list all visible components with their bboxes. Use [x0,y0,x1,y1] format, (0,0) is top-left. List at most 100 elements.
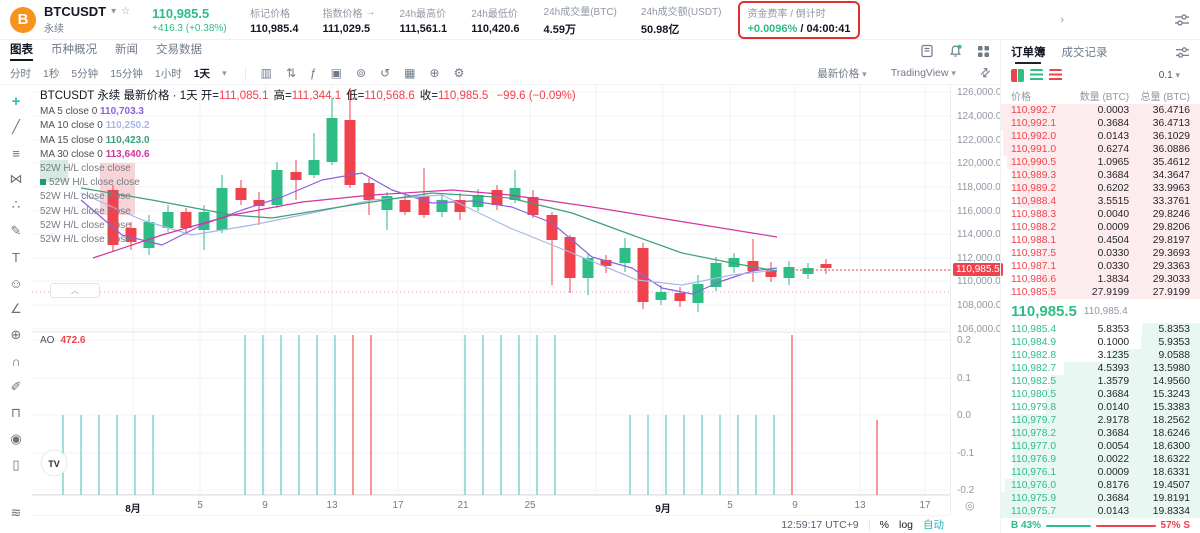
hide-all-icon[interactable]: ◉ [10,431,22,446]
view-asks-icon[interactable] [1049,68,1062,82]
symbol-block[interactable]: BTCUSDT ▾ ☆ 永续 [44,4,130,35]
crosshair-icon[interactable]: + [11,92,21,110]
bid-row[interactable]: 110,979.8 0.0140 15.3383 [1001,401,1200,414]
price-mode-dropdown[interactable]: 最新价格 ▾ [817,67,867,80]
scroll-to-latest-icon[interactable]: ◎ [965,500,975,512]
axis-price-label: 122,000.0 [957,135,1002,146]
clock-readout[interactable]: 12:59:17 UTC+9 [781,518,859,531]
layout-grid-icon[interactable] [977,45,990,58]
row-price: 110,979.8 [1011,402,1057,413]
remove-all-icon[interactable]: ▯ [12,457,20,472]
bid-row[interactable]: 110,975.7 0.0143 19.8334 [1001,505,1200,518]
time-axis[interactable]: 8月 5 9 13 17 21 25 9月 5 9 13 17 [32,495,950,515]
add-icon[interactable]: ⊕ [429,66,440,80]
fullscreen-icon[interactable]: ⇅ [976,64,994,82]
timeframe-5分钟[interactable]: 5分钟 [71,67,99,80]
orderbook-panel-icon[interactable] [920,44,934,58]
orderbook-tab-订单簿[interactable]: 订单簿 [1011,40,1046,64]
tab-图表[interactable]: 图表 [10,41,33,61]
index-arrow-icon[interactable]: → [365,6,376,18]
symbol-dropdown-icon[interactable]: ▾ [111,6,117,17]
view-bids-icon[interactable] [1030,68,1043,82]
chart-canvas[interactable]: TV BTCUSDT 永续 最新价格 · 1天 开=111,085.1 高=111… [32,85,950,495]
price-axis[interactable]: 110,985.5 ◎ 126,000.0 124,000.0 122,000.0 1… [950,85,1003,515]
bid-row[interactable]: 110,985.4 5.8353 5.8353 [1001,323,1200,336]
row-price: 110,991.0 [1011,144,1057,155]
percent-scale-toggle[interactable]: % [879,518,889,531]
bid-row[interactable]: 110,976.0 0.8176 19.4507 [1001,479,1200,492]
forecast-icon[interactable]: ∴ [11,197,21,212]
ask-row[interactable]: 110,988.1 0.4504 29.8197 [1001,234,1200,247]
bid-row[interactable]: 110,978.2 0.3684 18.6246 [1001,427,1200,440]
ask-row[interactable]: 110,987.1 0.0330 29.3363 [1001,260,1200,273]
text-icon[interactable]: T [12,249,20,265]
brush-icon[interactable]: ✎ [10,223,22,238]
bid-row[interactable]: 110,979.7 2.9178 18.2562 [1001,414,1200,427]
ask-row[interactable]: 110,991.0 0.6274 36.0886 [1001,143,1200,156]
zoom-in-icon[interactable]: ⊕ [10,327,22,342]
compare-icon[interactable]: ⇅ [285,66,296,80]
bid-row[interactable]: 110,975.9 0.3684 19.8191 [1001,492,1200,505]
calendar-icon[interactable]: ▦ [404,66,416,80]
bid-row[interactable]: 110,977.0 0.0054 18.6300 [1001,440,1200,453]
view-both-icon[interactable] [1011,68,1024,82]
timeframe-分时[interactable]: 分时 [10,67,31,80]
tab-币种概况[interactable]: 币种概况 [51,44,97,56]
legend-collapse-button[interactable]: ︿ [50,283,100,298]
ask-row[interactable]: 110,990.5 1.0965 35.4612 [1001,156,1200,169]
emoji-icon[interactable]: ☺ [9,275,23,291]
ask-row[interactable]: 110,992.1 0.3684 36.4713 [1001,117,1200,130]
alerts-bell-icon[interactable] [948,44,963,59]
bid-row[interactable]: 110,976.9 0.0022 18.6322 [1001,453,1200,466]
favorite-star-icon[interactable]: ☆ [121,6,131,17]
tab-交易数据[interactable]: 交易数据 [156,44,202,56]
row-quantity: 1.0965 [1097,157,1130,168]
xabcd-pattern-icon[interactable]: ⋈ [9,171,23,186]
replay-icon[interactable]: ↺ [380,66,391,80]
fib-lines-icon[interactable]: ≡ [12,145,20,161]
ask-row[interactable]: 110,985.5 27.9199 27.9199 [1001,286,1200,299]
mid-price-row[interactable]: 110,985.5 110,985.4 [1001,299,1200,323]
alert-icon[interactable]: ⊚ [356,66,367,80]
tradingview-dropdown[interactable]: TradingView ▾ [890,67,956,79]
magnet-icon[interactable]: ∩ [11,353,21,369]
timeframe-dropdown-icon[interactable]: ▾ [222,67,227,78]
ask-row[interactable]: 110,988.3 0.0040 29.8246 [1001,208,1200,221]
bid-row[interactable]: 110,976.1 0.0009 18.6331 [1001,466,1200,479]
ask-row[interactable]: 110,989.3 0.3684 34.3647 [1001,169,1200,182]
bid-row[interactable]: 110,984.9 0.1000 5.9353 [1001,336,1200,349]
timeframe-1天[interactable]: 1天 [193,67,211,80]
ask-row[interactable]: 110,988.2 0.0009 29.8206 [1001,221,1200,234]
timeframe-1秒[interactable]: 1秒 [43,67,60,80]
ask-row[interactable]: 110,992.0 0.0143 36.1029 [1001,130,1200,143]
object-tree-icon[interactable]: ≋ [10,505,22,520]
bid-row[interactable]: 110,982.5 1.3579 14.9560 [1001,375,1200,388]
orderbook-tab-成交记录[interactable]: 成交记录 [1061,47,1108,59]
bid-row[interactable]: 110,982.8 3.1235 9.0588 [1001,349,1200,362]
log-scale-toggle[interactable]: log [898,518,913,531]
scroll-right-icon[interactable]: › [1060,13,1064,26]
tab-新闻[interactable]: 新闻 [115,44,138,56]
ask-row[interactable]: 110,989.2 0.6202 33.9963 [1001,182,1200,195]
orderbook-settings-icon[interactable] [1175,45,1190,60]
lock-all-icon[interactable]: ⊓ [10,405,22,420]
chart-style-icon[interactable]: ▥ [260,66,272,80]
ask-row[interactable]: 110,986.6 1.3834 29.3033 [1001,273,1200,286]
snapshot-icon[interactable]: ▣ [330,66,343,80]
ask-row[interactable]: 110,988.4 3.5515 33.3761 [1001,195,1200,208]
ask-row[interactable]: 110,992.7 0.0003 36.4716 [1001,104,1200,117]
mid-price: 110,985.5 [1011,302,1077,320]
precision-dropdown[interactable]: 0.1 ▾ [1158,69,1180,81]
settings-icon[interactable]: ⚙ [453,66,465,80]
bid-row[interactable]: 110,982.7 4.5393 13.5980 [1001,362,1200,375]
ruler-icon[interactable]: ∠ [10,301,22,316]
indicators-icon[interactable]: ƒ [310,66,317,80]
timeframe-15分钟[interactable]: 15分钟 [110,67,143,80]
header-settings-icon[interactable] [1174,12,1190,28]
bid-row[interactable]: 110,980.5 0.3684 15.3243 [1001,388,1200,401]
ask-row[interactable]: 110,987.5 0.0330 29.3693 [1001,247,1200,260]
timeframe-1小时[interactable]: 1小时 [154,67,182,80]
auto-scale-toggle[interactable]: 自动 [923,519,944,531]
trendline-icon[interactable]: ╱ [12,119,20,134]
draw-lock-icon[interactable]: ✐ [10,379,22,394]
